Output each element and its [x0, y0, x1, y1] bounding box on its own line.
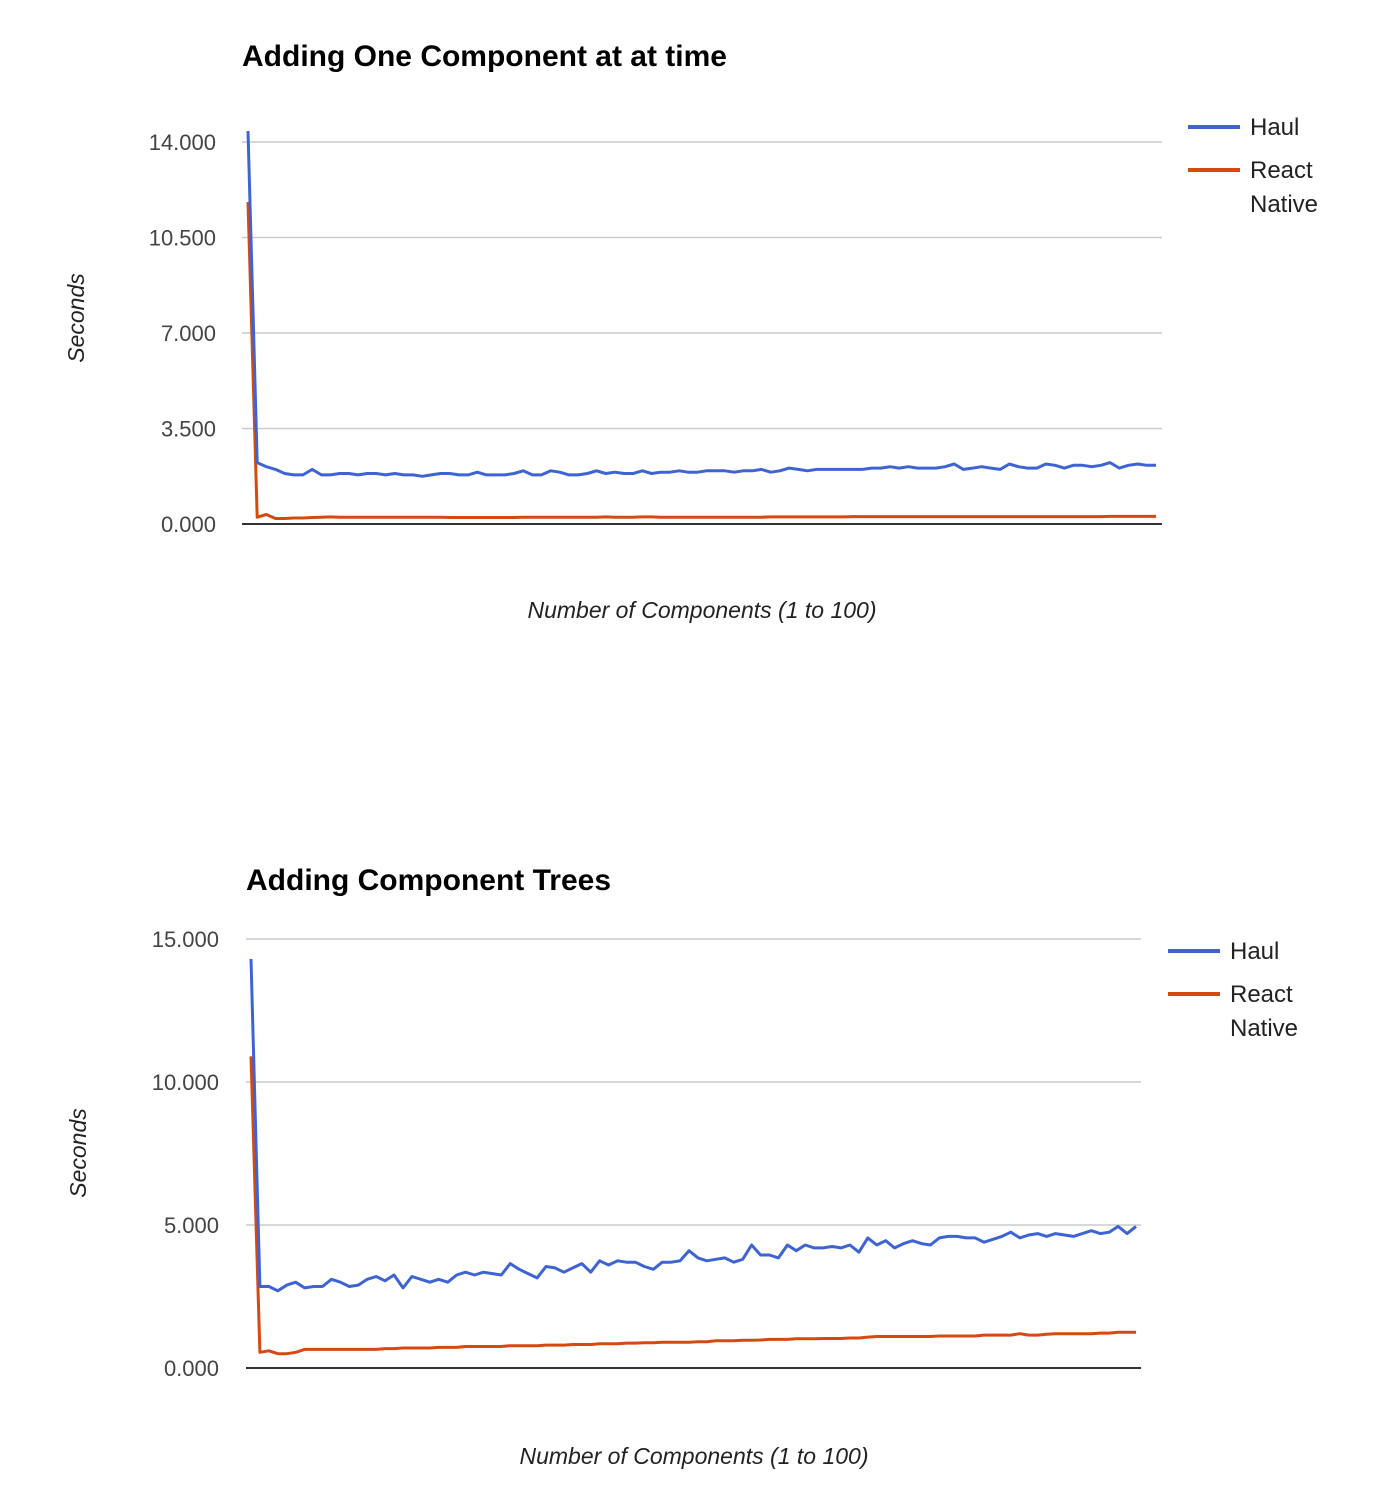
- gridlines: [242, 141, 1162, 430]
- x-axis-title: Number of Components (1 to 100): [519, 1443, 868, 1469]
- y-tick-label: 10.500: [149, 226, 216, 251]
- series-line-haul: [249, 958, 1137, 1293]
- gridlines: [246, 938, 1141, 1226]
- y-tick-label: 10.000: [152, 1070, 219, 1095]
- y-axis-title: Seconds: [63, 273, 89, 363]
- x-axis-title: Number of Components (1 to 100): [527, 597, 876, 623]
- chart-title: Adding One Component at at time: [242, 40, 727, 73]
- series-line-haul: [246, 131, 1156, 478]
- series-line-react-native: [246, 201, 1156, 520]
- chart-title: Adding Component Trees: [246, 864, 611, 897]
- series-line-react-native: [249, 1056, 1136, 1356]
- legend-label-haul: Haul: [1250, 114, 1299, 141]
- legend-label-react-native: React Native: [1250, 157, 1318, 218]
- y-tick-label: 7.000: [161, 321, 216, 346]
- legend-label-haul: Haul: [1230, 938, 1279, 965]
- y-tick-labels: 0.000 3.500 7.000 10.500 14.000: [149, 130, 216, 537]
- legend: Haul React Native: [1188, 114, 1318, 218]
- y-tick-label: 0.000: [164, 1356, 219, 1381]
- y-tick-label: 15.000: [152, 927, 219, 952]
- legend: Haul React Native: [1168, 938, 1298, 1042]
- chart-component-trees: Adding Component Trees 0.000 5.000 10.000 1…: [65, 864, 1298, 1469]
- y-tick-label: 5.000: [164, 1213, 219, 1238]
- y-tick-label: 14.000: [149, 130, 216, 155]
- y-axis-title: Seconds: [65, 1108, 91, 1198]
- legend-label-react-native: React Native: [1230, 981, 1298, 1042]
- y-tick-label: 3.500: [161, 417, 216, 442]
- chart-one-component: Adding One Component at at time 0.000 3.5…: [63, 40, 1318, 623]
- series-lines: [246, 131, 1156, 520]
- y-tick-label: 0.000: [161, 512, 216, 537]
- series-lines: [249, 958, 1137, 1356]
- y-tick-labels: 0.000 5.000 10.000 15.000: [152, 927, 219, 1381]
